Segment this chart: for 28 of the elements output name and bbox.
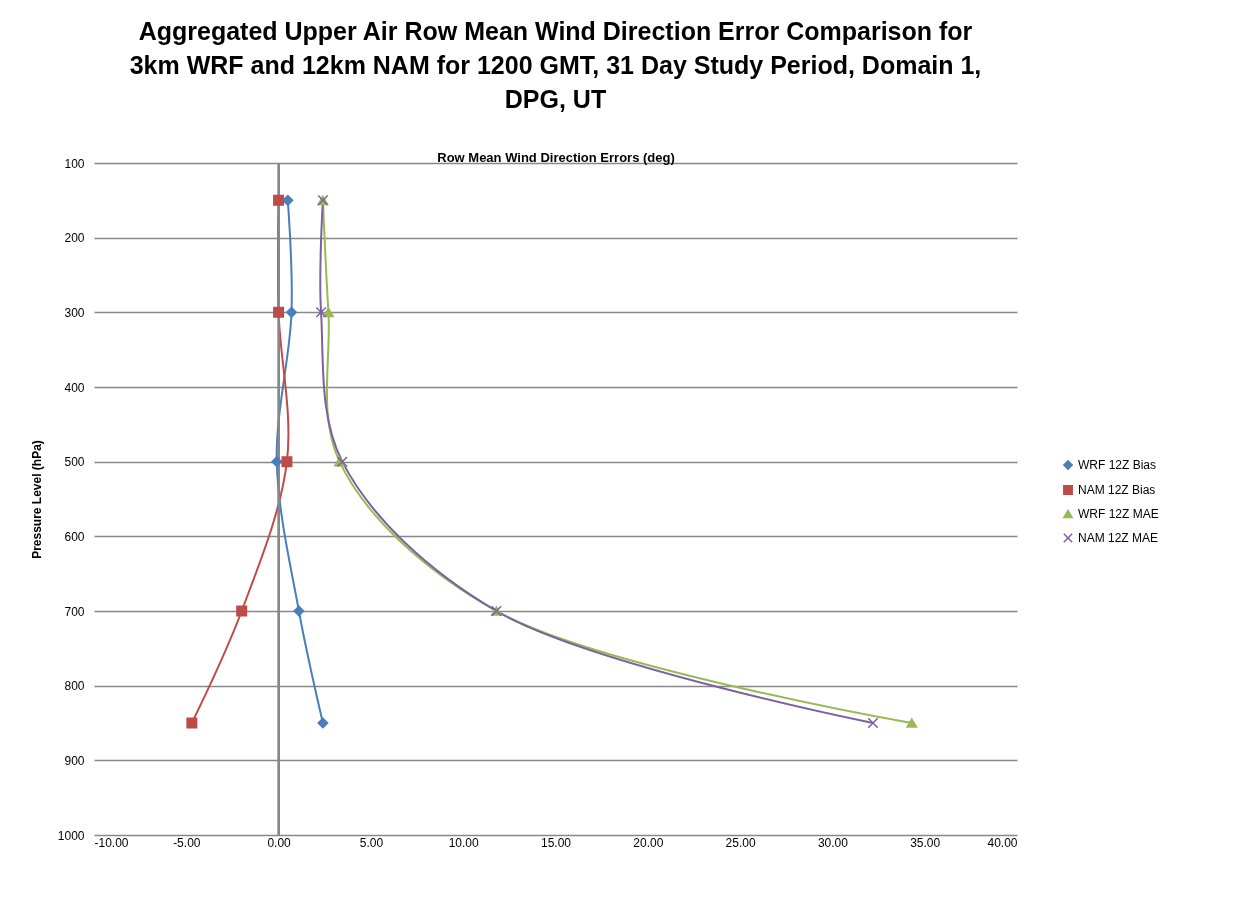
y-tick-label: 500 bbox=[64, 455, 85, 470]
x-tick-label: 15.00 bbox=[540, 835, 572, 850]
legend-label: WRF 12Z MAE bbox=[1078, 507, 1159, 521]
x-tick-label: 30.00 bbox=[817, 835, 849, 850]
x-tick-label: 35.00 bbox=[910, 835, 941, 850]
legend-label: NAM 12Z MAE bbox=[1078, 531, 1159, 545]
chart-title: Aggregated Upper Air Row Mean Wind Direction Error Comparison for 3km WRF and 12km NAM for 1200 GMT, 31 Day Study Period, Domain 1, DPG, UT bbox=[129, 17, 982, 113]
x-tick-label: 20.00 bbox=[633, 835, 664, 850]
y-tick-label: 1000 bbox=[57, 828, 85, 843]
y-tick-label: 600 bbox=[64, 529, 85, 544]
x-tick-label: -10.00 bbox=[94, 835, 129, 850]
x-tick-label: 40.00 bbox=[987, 835, 1018, 850]
y-tick-label: 800 bbox=[64, 679, 85, 694]
y-tick-label: 400 bbox=[64, 380, 85, 395]
x-tick-label: -5.00 bbox=[173, 835, 201, 850]
x-tick-label: 5.00 bbox=[359, 835, 384, 850]
x-tick-label: 25.00 bbox=[725, 835, 756, 850]
y-tick-label: 100 bbox=[64, 156, 85, 171]
y-tick-label: 900 bbox=[64, 753, 85, 768]
legend-label: WRF 12Z Bias bbox=[1078, 458, 1157, 472]
legend-label: NAM 12Z Bias bbox=[1078, 483, 1156, 497]
x-axis-title: Row Mean Wind Direction Errors (deg) bbox=[437, 149, 675, 165]
y-tick-label: 200 bbox=[64, 231, 85, 246]
x-tick-label: 0.00 bbox=[267, 835, 292, 850]
x-tick-label: 10.00 bbox=[448, 835, 480, 850]
y-axis-title: Pressure Level (hPa) bbox=[29, 440, 44, 559]
y-tick-label: 300 bbox=[64, 305, 85, 320]
y-tick-label: 700 bbox=[64, 604, 85, 619]
